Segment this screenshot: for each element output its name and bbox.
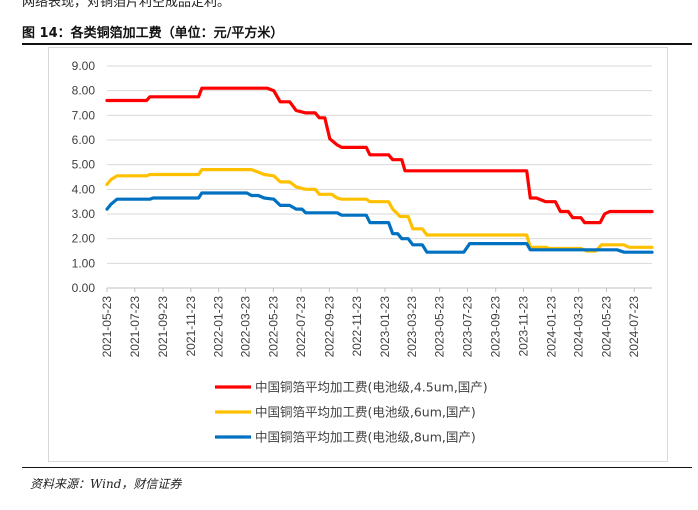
x-tick-label: 2022-03-23 <box>239 296 253 358</box>
figure-title: 图 14：各类铜箔加工费（单位：元/平方米） <box>22 26 284 41</box>
x-tick-label: 2023-09-23 <box>489 296 503 358</box>
x-tick-label: 2023-01-23 <box>378 296 392 358</box>
legend-label-2: 中国铜箔平均加工费(电池级,6um,国产) <box>255 405 476 420</box>
x-tick-label: 2022-09-23 <box>322 296 336 358</box>
source-note: 资料来源：Wind，财信证券 <box>30 477 182 491</box>
x-tick-label: 2021-09-23 <box>156 296 170 358</box>
y-tick-label: 7.00 <box>72 108 96 122</box>
x-tick-label: 2022-01-23 <box>212 296 226 358</box>
y-tick-label: 9.00 <box>72 59 96 73</box>
x-tick-label: 2023-07-23 <box>460 296 474 358</box>
legend-label-3: 中国铜箔平均加工费(电池级,8um,国产) <box>255 430 476 445</box>
legend-label-1: 中国铜箔平均加工费(电池级,4.5um,国产) <box>255 380 488 395</box>
y-tick-label: 2.00 <box>72 232 96 246</box>
y-tick-label: 3.00 <box>72 207 96 221</box>
y-tick-label: 8.00 <box>72 84 96 98</box>
x-tick-label: 2024-01-23 <box>544 296 558 358</box>
cropped-top-line: 网络表现，对铜箔片利空成品定利。 <box>22 0 231 8</box>
x-tick-label: 2021-07-23 <box>128 296 142 358</box>
x-tick-label: 2023-03-23 <box>405 296 419 358</box>
x-tick-label: 2021-05-23 <box>100 296 114 358</box>
x-tick-label: 2024-03-23 <box>572 296 586 358</box>
y-tick-label: 0.00 <box>72 281 96 295</box>
series-line-3 <box>105 191 654 254</box>
x-tick-label: 2022-11-23 <box>350 296 364 357</box>
x-tick-label: 2022-05-23 <box>266 296 280 358</box>
footer-rule <box>22 467 692 468</box>
y-tick-label: 6.00 <box>72 133 96 147</box>
line-chart: 0.00 1.00 2.00 3.00 4.00 5.00 6.00 7.00 8.00 9.00… <box>72 59 654 445</box>
series-line-1 <box>105 86 654 225</box>
cropped-top-text: 网络表现，对铜箔片利空成品定利。 <box>0 0 698 8</box>
chart-frame: 0.00 1.00 2.00 3.00 4.00 5.00 6.00 7.00 8.00 9.00… <box>48 47 668 462</box>
x-tick-label: 2023-05-23 <box>433 296 447 358</box>
y-tick-label: 4.00 <box>72 182 96 196</box>
title-rule <box>22 43 692 45</box>
x-tick-label: 2024-07-23 <box>627 296 641 358</box>
y-tick-label: 1.00 <box>72 256 96 270</box>
x-tick-label: 2024-05-23 <box>599 296 613 358</box>
x-tick-label: 2021-11-23 <box>184 296 198 357</box>
y-tick-label: 5.00 <box>72 158 96 172</box>
x-tick-label: 2023-11-23 <box>516 296 530 357</box>
x-tick-label: 2022-07-23 <box>294 296 308 358</box>
